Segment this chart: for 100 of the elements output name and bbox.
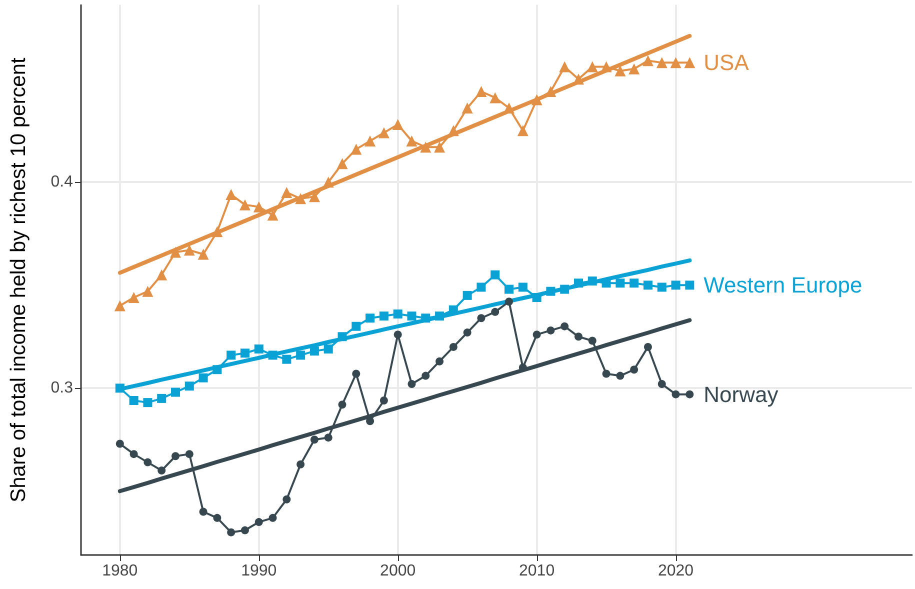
point	[616, 372, 624, 380]
point	[505, 298, 514, 306]
x-tick-label: 1980	[102, 562, 138, 580]
point	[129, 396, 138, 406]
point	[226, 189, 237, 200]
series-label: Western Europe	[704, 272, 862, 298]
point	[114, 300, 126, 312]
point	[212, 365, 222, 374]
point	[477, 314, 486, 322]
point	[462, 290, 472, 300]
point	[198, 373, 208, 382]
point	[296, 350, 306, 360]
point	[630, 278, 639, 288]
point	[254, 518, 263, 526]
point	[253, 201, 264, 212]
point	[184, 244, 195, 256]
point	[115, 384, 124, 393]
point	[240, 526, 249, 534]
point	[658, 380, 666, 388]
point	[295, 193, 306, 204]
point	[336, 158, 348, 170]
point	[435, 312, 444, 321]
point	[366, 417, 374, 426]
point	[588, 276, 597, 286]
point	[379, 312, 388, 321]
point	[574, 332, 582, 341]
point	[407, 312, 416, 321]
point	[310, 436, 318, 444]
point	[685, 280, 694, 290]
point	[462, 102, 473, 114]
point	[449, 342, 458, 351]
point	[672, 390, 680, 398]
point	[394, 330, 402, 339]
point	[156, 269, 168, 280]
point	[628, 63, 640, 74]
point	[392, 118, 404, 130]
point	[324, 344, 333, 354]
point	[546, 286, 556, 296]
point	[517, 125, 528, 136]
point	[560, 322, 569, 330]
point	[352, 370, 360, 378]
point	[267, 210, 278, 221]
point	[268, 350, 278, 360]
point	[420, 142, 432, 153]
point	[143, 398, 152, 408]
series-label: USA	[704, 50, 750, 76]
point	[254, 344, 264, 354]
point	[310, 346, 319, 356]
x-tick-label: 2010	[519, 562, 555, 580]
point	[532, 293, 542, 302]
point	[670, 57, 682, 68]
point	[448, 125, 459, 136]
point	[364, 135, 376, 146]
point	[490, 92, 501, 104]
point	[128, 292, 140, 304]
point	[130, 450, 138, 458]
point	[656, 57, 668, 68]
x-tick-label: 2020	[658, 562, 694, 580]
point	[352, 322, 361, 331]
point	[684, 57, 696, 68]
y-axis-title: Share of total income held by richest 10 percent	[7, 57, 30, 502]
point	[144, 458, 152, 466]
point	[227, 528, 236, 536]
point	[212, 226, 223, 238]
point	[476, 282, 486, 292]
point	[586, 61, 598, 72]
point	[518, 282, 528, 292]
point	[476, 86, 487, 98]
point	[504, 284, 514, 294]
point	[644, 342, 652, 351]
point	[239, 199, 250, 210]
point	[560, 284, 570, 294]
point	[184, 382, 194, 391]
point	[158, 466, 166, 475]
point	[380, 396, 388, 405]
point	[185, 450, 194, 458]
point	[614, 65, 626, 76]
point	[616, 278, 625, 288]
point	[366, 314, 375, 323]
point	[198, 248, 209, 260]
point	[350, 144, 362, 155]
point	[199, 508, 208, 516]
point	[170, 246, 181, 258]
point	[643, 280, 652, 290]
x-tick-label: 2000	[380, 562, 416, 580]
point	[572, 74, 584, 85]
point	[378, 127, 390, 138]
y-tick-label: 0.4	[50, 174, 74, 191]
point	[602, 370, 610, 378]
point	[671, 280, 680, 290]
point	[268, 514, 277, 522]
point	[421, 314, 430, 323]
point	[600, 61, 612, 72]
point	[157, 394, 166, 403]
point	[434, 142, 446, 153]
point	[422, 372, 430, 380]
point	[504, 102, 515, 114]
point	[463, 328, 472, 337]
point	[142, 286, 154, 297]
point	[170, 388, 180, 397]
